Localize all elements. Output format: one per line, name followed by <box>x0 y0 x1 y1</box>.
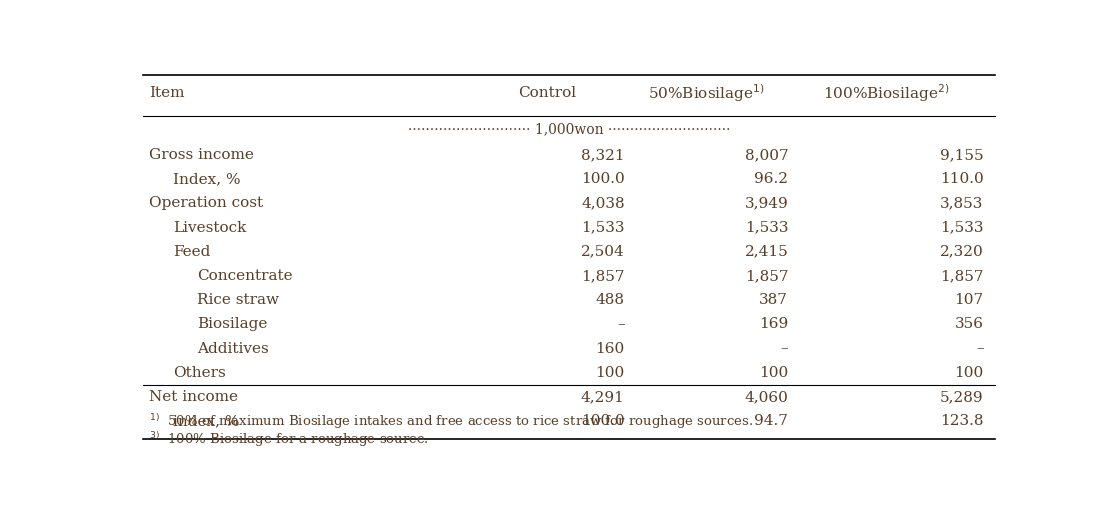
Text: ···························· 1,000won ····························: ···························· 1,000won ··… <box>407 122 730 136</box>
Text: –: – <box>976 341 983 356</box>
Text: 2,320: 2,320 <box>940 245 983 259</box>
Text: 94.7: 94.7 <box>755 414 788 428</box>
Text: Concentrate: Concentrate <box>198 269 293 283</box>
Text: 1,533: 1,533 <box>582 221 625 235</box>
Text: $^{1)}$  50% of maximum Biosilage intakes and free access to rice straw for roug: $^{1)}$ 50% of maximum Biosilage intakes… <box>149 412 754 431</box>
Text: 387: 387 <box>759 293 788 307</box>
Text: 2,504: 2,504 <box>581 245 625 259</box>
Text: Operation cost: Operation cost <box>149 196 263 211</box>
Text: 169: 169 <box>759 317 788 331</box>
Text: 160: 160 <box>596 341 625 356</box>
Text: 1,533: 1,533 <box>940 221 983 235</box>
Text: 100: 100 <box>759 366 788 380</box>
Text: 110.0: 110.0 <box>940 172 983 186</box>
Text: –: – <box>617 317 625 331</box>
Text: 5,289: 5,289 <box>940 390 983 404</box>
Text: Item: Item <box>149 86 184 100</box>
Text: Index, %: Index, % <box>173 172 241 186</box>
Text: 488: 488 <box>596 293 625 307</box>
Text: 100: 100 <box>596 366 625 380</box>
Text: 96.2: 96.2 <box>754 172 788 186</box>
Text: Livestock: Livestock <box>173 221 246 235</box>
Text: 9,155: 9,155 <box>940 148 983 162</box>
Text: 4,291: 4,291 <box>581 390 625 404</box>
Text: Others: Others <box>173 366 226 380</box>
Text: 4,038: 4,038 <box>582 196 625 211</box>
Text: 1,533: 1,533 <box>745 221 788 235</box>
Text: Net income: Net income <box>149 390 238 404</box>
Text: 1,857: 1,857 <box>745 269 788 283</box>
Text: Feed: Feed <box>173 245 211 259</box>
Text: Gross income: Gross income <box>149 148 254 162</box>
Text: index, %: index, % <box>173 414 240 428</box>
Text: –: – <box>780 341 788 356</box>
Text: Rice straw: Rice straw <box>198 293 280 307</box>
Text: Biosilage: Biosilage <box>198 317 268 331</box>
Text: 100%Biosilage$^{2)}$: 100%Biosilage$^{2)}$ <box>823 82 949 104</box>
Text: 356: 356 <box>955 317 983 331</box>
Text: 107: 107 <box>955 293 983 307</box>
Text: 8,321: 8,321 <box>582 148 625 162</box>
Text: $^{3)}$  100% Biosilage for a roughage source.: $^{3)}$ 100% Biosilage for a roughage so… <box>149 430 428 449</box>
Text: 100.0: 100.0 <box>581 172 625 186</box>
Text: 1,857: 1,857 <box>940 269 983 283</box>
Text: 4,060: 4,060 <box>745 390 788 404</box>
Text: 2,415: 2,415 <box>745 245 788 259</box>
Text: 50%Biosilage$^{1)}$: 50%Biosilage$^{1)}$ <box>648 82 765 104</box>
Text: 8,007: 8,007 <box>745 148 788 162</box>
Text: 123.8: 123.8 <box>940 414 983 428</box>
Text: 1,857: 1,857 <box>582 269 625 283</box>
Text: 3,853: 3,853 <box>940 196 983 211</box>
Text: 3,949: 3,949 <box>745 196 788 211</box>
Text: 100.0: 100.0 <box>581 414 625 428</box>
Text: Control: Control <box>518 86 576 100</box>
Text: Additives: Additives <box>198 341 269 356</box>
Text: 100: 100 <box>955 366 983 380</box>
